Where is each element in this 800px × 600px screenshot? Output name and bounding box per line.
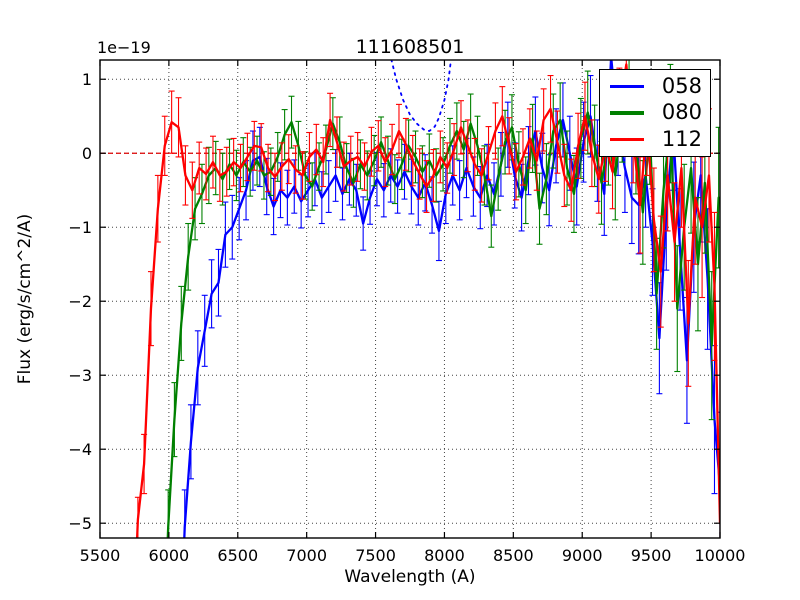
y-tick-label: −5: [68, 514, 92, 533]
legend-line-sample-080: [610, 111, 644, 115]
y-axis-label: Flux (erg/s/cm^2/A): [15, 214, 35, 385]
x-tick-label: 5500: [80, 546, 121, 565]
x-tick-label: 6000: [149, 546, 190, 565]
x-tick-label: 6500: [217, 546, 258, 565]
y-axis-offset-text: 1e−19: [97, 38, 151, 57]
legend-label: 058: [661, 73, 702, 98]
dotted-curve-group: [390, 60, 452, 133]
x-tick-label: 7500: [355, 546, 396, 565]
legend-line-sample-058: [610, 84, 644, 89]
x-axis-label: Wavelength (A): [344, 567, 475, 587]
legend-item-080: 080: [610, 100, 702, 126]
x-tick-label: 7000: [286, 546, 327, 565]
x-tick-label: 10000: [695, 546, 746, 565]
x-tick-label: 8000: [424, 546, 465, 565]
data-series: [134, 60, 720, 538]
axes: [99, 59, 721, 539]
y-tick-label: −3: [68, 366, 92, 385]
legend-label: 112: [661, 127, 702, 152]
legend-item-058: 058: [610, 73, 702, 99]
dotted-curve: [390, 60, 452, 133]
y-tick-label: −2: [68, 292, 92, 311]
y-tick-label: 0: [82, 144, 92, 163]
legend: 058 080 112: [599, 69, 711, 157]
plot-frame: [99, 59, 721, 539]
y-tick-label: −1: [68, 218, 92, 237]
x-tick-label: 9000: [562, 546, 603, 565]
legend-item-112: 112: [610, 127, 702, 153]
legend-line-sample-112: [610, 137, 644, 142]
tick-labels: 5500 6000 6500 7000 7500 8000 8500 9000 9500 1000…: [68, 70, 745, 565]
y-tick-label: 1: [82, 70, 92, 89]
y-tick-label: −4: [68, 440, 92, 459]
x-tick-label: 8500: [493, 546, 534, 565]
x-tick-label: 9500: [631, 546, 672, 565]
chart-title: 111608501: [356, 36, 465, 58]
legend-label: 080: [661, 100, 702, 125]
